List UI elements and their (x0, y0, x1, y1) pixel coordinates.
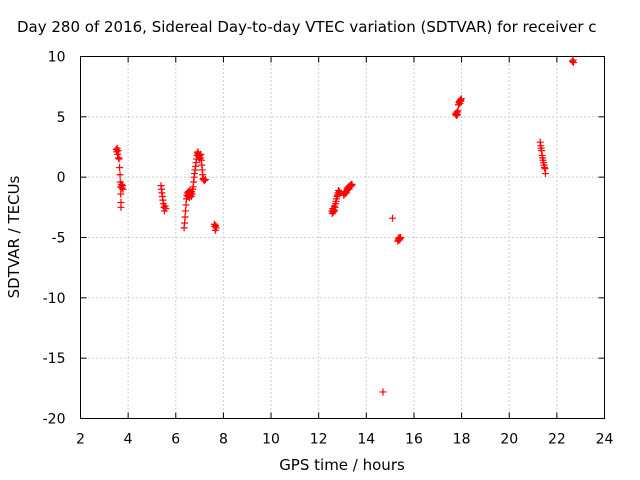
y-tick-label: 0 (57, 170, 66, 186)
data-point (202, 176, 210, 184)
x-tick-label: 22 (548, 432, 566, 448)
data-point (162, 205, 170, 213)
y-tick-label: -20 (43, 412, 66, 428)
data-point (116, 171, 124, 179)
x-tick-label: 18 (453, 432, 471, 448)
data-point (348, 180, 356, 188)
y-tick-label: 10 (48, 50, 66, 66)
data-point (397, 234, 405, 241)
y-tick-labels: -20 -15 -10 -5 0 5 10 (43, 50, 66, 428)
data-point (379, 388, 387, 396)
data-point (119, 185, 127, 193)
data-point (114, 147, 122, 155)
y-axis-label: SDTVAR / TECUs (5, 175, 23, 298)
data-point (115, 155, 123, 163)
x-tick-label: 24 (596, 432, 614, 448)
data-point (182, 207, 190, 215)
data-point (568, 57, 576, 65)
data-point (117, 203, 125, 211)
data-point (335, 188, 343, 196)
data-point (181, 213, 189, 221)
y-tick-label: -15 (43, 351, 66, 367)
data-point (212, 224, 220, 232)
x-tick-label: 6 (171, 432, 180, 448)
x-tick-label: 16 (405, 432, 423, 448)
data-point (116, 164, 124, 172)
x-tick-label: 12 (310, 432, 328, 448)
axis-ticks (80, 56, 605, 419)
y-tick-label: -5 (52, 231, 66, 247)
data-point (182, 201, 190, 209)
data-point (389, 214, 397, 222)
plot-frame (80, 56, 605, 419)
x-tick-label: 20 (500, 432, 518, 448)
data-point (197, 150, 205, 158)
x-tick-label: 14 (357, 432, 375, 448)
chart-title: Day 280 of 2016, Sidereal Day-to-day VTE… (17, 18, 597, 36)
data-point (541, 170, 549, 178)
data-point (181, 219, 189, 227)
data-point (570, 59, 578, 67)
data-point (457, 95, 465, 103)
x-tick-label: 4 (124, 432, 133, 448)
x-tick-label: 10 (262, 432, 280, 448)
grid-lines (80, 56, 605, 419)
data-points (112, 56, 578, 396)
y-tick-label: 5 (57, 110, 66, 126)
x-tick-labels: 2 4 6 8 10 12 14 16 18 20 22 24 (76, 432, 613, 448)
data-point (200, 177, 208, 185)
y-tick-label: -10 (43, 291, 66, 307)
x-axis-label: GPS time / hours (279, 456, 405, 474)
data-point (117, 190, 125, 198)
x-tick-label: 8 (219, 432, 228, 448)
x-tick-label: 2 (76, 432, 85, 448)
data-point (454, 107, 462, 115)
